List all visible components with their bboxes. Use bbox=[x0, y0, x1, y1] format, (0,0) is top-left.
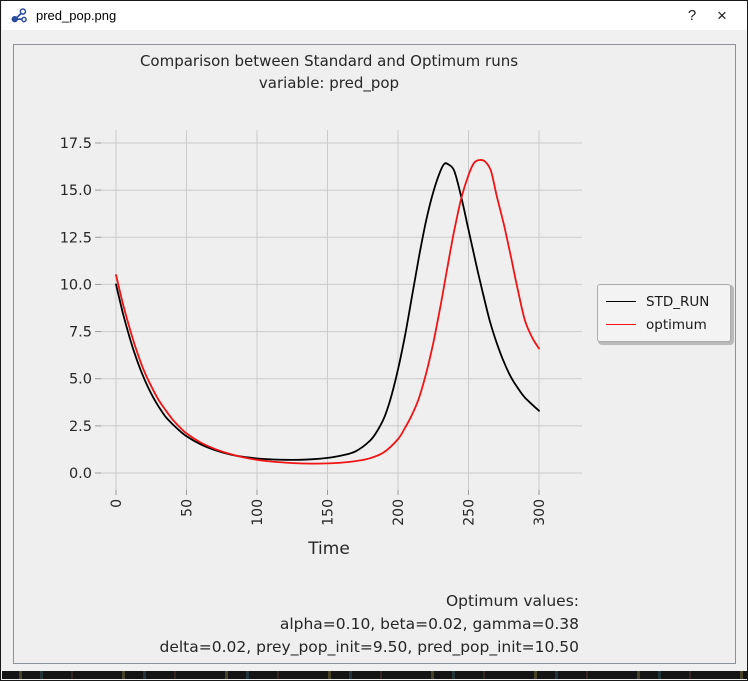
figure-frame bbox=[13, 44, 736, 664]
legend-line-sample-std-run bbox=[606, 301, 636, 302]
legend-label-optimum: optimum bbox=[646, 316, 707, 333]
x-axis-label: Time bbox=[308, 539, 350, 559]
app-icon bbox=[11, 7, 27, 22]
background-terminal-strip bbox=[2, 671, 747, 679]
annotation-line3: delta=0.02, prey_pop_init=9.50, pred_pop… bbox=[159, 638, 580, 656]
legend: STD_RUN optimum bbox=[597, 284, 731, 342]
legend-line-sample-optimum bbox=[606, 324, 636, 325]
annotation-line2: alpha=0.10, beta=0.02, gamma=0.38 bbox=[279, 615, 579, 633]
help-button[interactable]: ? bbox=[677, 3, 707, 29]
close-button[interactable]: × bbox=[707, 3, 737, 29]
legend-entry-optimum: optimum bbox=[606, 313, 722, 336]
chart-title: Comparison between Standard and Optimum … bbox=[13, 50, 645, 94]
chart-title-line2: variable: pred_pop bbox=[258, 74, 400, 92]
legend-label-std-run: STD_RUN bbox=[646, 293, 710, 310]
annotation-line1: Optimum values: bbox=[445, 592, 579, 610]
legend-entry-std-run: STD_RUN bbox=[606, 290, 722, 313]
window-title: pred_pop.png bbox=[36, 8, 117, 23]
window-titlebar[interactable]: pred_pop.png ? × bbox=[2, 1, 747, 30]
optimum-values-annotation: Optimum values: alpha=0.10, beta=0.02, g… bbox=[160, 590, 580, 659]
chart-title-line1: Comparison between Standard and Optimum … bbox=[139, 52, 519, 70]
